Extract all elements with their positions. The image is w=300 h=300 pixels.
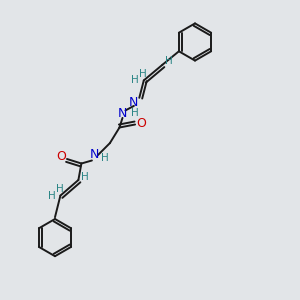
Text: H: H bbox=[100, 153, 108, 163]
Text: O: O bbox=[136, 117, 146, 130]
Text: H: H bbox=[165, 56, 173, 66]
Text: H: H bbox=[56, 184, 64, 194]
Text: H: H bbox=[131, 75, 139, 85]
Text: H: H bbox=[139, 69, 147, 79]
Text: H: H bbox=[81, 172, 89, 182]
Text: N: N bbox=[129, 96, 139, 110]
Text: H: H bbox=[47, 190, 55, 201]
Text: N: N bbox=[118, 107, 127, 120]
Text: N: N bbox=[90, 148, 99, 161]
Text: O: O bbox=[56, 150, 66, 164]
Text: H: H bbox=[130, 107, 138, 118]
